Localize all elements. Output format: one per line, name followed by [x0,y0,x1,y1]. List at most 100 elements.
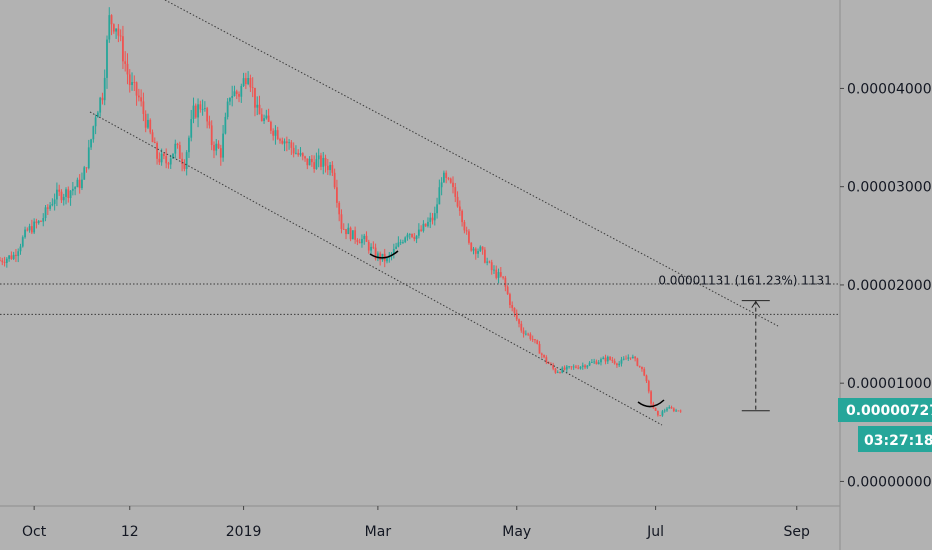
candle-body [395,246,397,249]
candle-body [33,221,36,233]
candle-body [51,203,54,206]
drawing-overlays[interactable]: 0.00001131 (161.23%) 1131 [0,0,840,426]
candle-body [536,340,539,344]
price-axis[interactable]: 0.00004000 0.00003000 0.00002000 0.00001000… [840,81,932,490]
candle-body [306,158,309,166]
candle-body [338,202,341,215]
candle-body [358,241,361,244]
candle-body [226,101,229,117]
candle-body [317,155,320,160]
candle-body [354,230,357,240]
candle-body [479,246,482,252]
candle-body [631,356,634,359]
candle-body [254,87,256,108]
candle-body [456,196,459,207]
candle-body [210,125,213,145]
candle-body [60,191,63,201]
candle-body [600,359,602,363]
candle-body [417,229,420,236]
candle-body [256,104,259,108]
candle-body [233,91,236,97]
rounded-bottom-arc [369,250,399,259]
candle-body [449,178,452,183]
candle-body [381,253,384,260]
candle-body [301,153,304,157]
candle-body [524,333,527,335]
candle-body [579,366,582,369]
candle-body [215,143,218,151]
candle-body [527,333,530,335]
rounded-bottom-arc [637,399,665,408]
candle-body [87,147,90,169]
countdown-label: 03:27:18 [864,433,932,449]
candle-body [604,357,607,362]
candle-body [144,113,147,128]
candle-body [559,372,561,373]
candle-body [288,142,291,144]
price-tick-label: 0.00002000 [847,278,932,294]
candle-body [12,254,15,259]
candle-body [260,114,263,122]
candle-body [85,167,88,169]
candle-body [217,143,220,149]
candle-body [153,142,156,143]
candle-body [172,153,174,159]
time-axis[interactable]: Oct 12 2019 Mar May Jul Sep [22,506,810,540]
candle-body [174,143,177,154]
candle-body [58,189,61,192]
candle-body [124,61,127,64]
candle-body [26,229,29,231]
candle-body [347,227,350,235]
candle-body [42,218,45,222]
candle-body [28,226,31,231]
candles-layer [0,7,682,417]
candle-body [650,391,652,404]
candle-body [399,242,402,244]
candle-body [420,229,423,231]
candle-body [493,269,495,271]
candle-body [518,319,520,324]
candle-body [586,365,589,368]
candle-body [386,257,388,262]
candle-body [336,187,338,203]
candle-body [645,375,648,382]
candle-body [283,141,286,144]
current-price-label: 0.00000727 [846,403,932,419]
time-tick-label: Jul [646,524,664,540]
candle-body [122,36,124,62]
candle-body [433,213,436,221]
candle-body [483,249,486,263]
candle-body [310,158,313,163]
candle-body [345,229,347,235]
candle-body [49,205,51,209]
candle-body [581,365,584,367]
candle-body [142,101,145,114]
candle-body [0,260,1,262]
candle-body [572,366,575,368]
candle-body [224,116,227,134]
candle-body [666,408,668,411]
candle-body [194,105,197,118]
current-price-badge [838,398,932,423]
candle-body [643,369,646,376]
candle-body [247,77,250,85]
candle-body [35,221,38,224]
time-tick-label: 12 [121,524,139,540]
candle-body [297,152,300,155]
price-badges: 0.00000727 03:27:18 [838,398,932,453]
candle-body [563,367,566,370]
candle-body [597,362,600,365]
candle-body [67,189,70,199]
candle-body [502,276,504,278]
candle-body [522,330,525,334]
countdown-badge [858,426,932,453]
candle-body [108,15,111,40]
candle-body [606,356,609,362]
candle-body [37,220,40,224]
candle-body [554,368,557,373]
channel-lower-line [89,111,663,426]
candle-body [440,182,443,188]
candle-body [575,366,577,368]
